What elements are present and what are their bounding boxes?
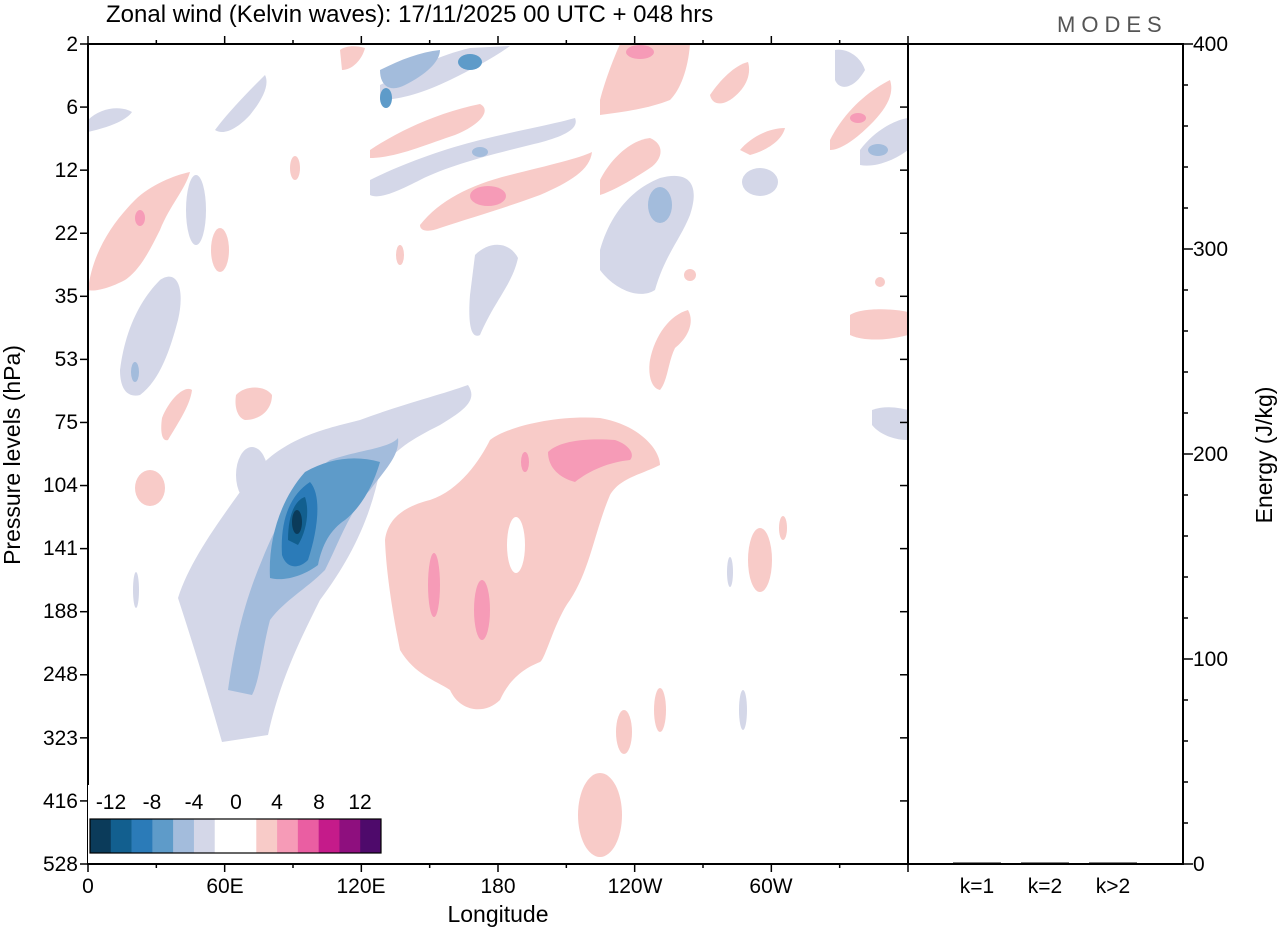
energy-bar-label: k>2 bbox=[1096, 875, 1130, 898]
y-tick-label: 12 bbox=[55, 159, 78, 182]
colorbar-label: 0 bbox=[230, 791, 242, 814]
colorbar-label: -12 bbox=[96, 791, 126, 814]
energy-tick-label: 0 bbox=[1193, 853, 1205, 876]
colorbar-cell bbox=[277, 819, 299, 853]
energy-tick-label: 200 bbox=[1193, 443, 1228, 466]
energy-bar bbox=[953, 862, 1001, 864]
positive-contours-light bbox=[88, 44, 908, 857]
x-tick-label: 180 bbox=[480, 875, 515, 898]
energy-tick-marks bbox=[1183, 43, 1193, 865]
colorbar-cells bbox=[90, 819, 382, 853]
colorbar-frame bbox=[89, 818, 382, 854]
energy-bar bbox=[1021, 862, 1069, 864]
y-tick-label: 416 bbox=[43, 790, 78, 813]
x-tick-label: 60W bbox=[749, 875, 792, 898]
y-tick-marks bbox=[80, 43, 908, 865]
colorbar-label: -4 bbox=[185, 791, 204, 814]
chart-title: Zonal wind (Kelvin waves): 17/11/2025 00… bbox=[106, 1, 713, 28]
colorbar-label: -8 bbox=[143, 791, 162, 814]
y-axis-label: Pressure levels (hPa) bbox=[0, 345, 25, 565]
colorbar-cell bbox=[297, 819, 319, 853]
x-tick-label: 60E bbox=[206, 875, 243, 898]
colorbar-cell bbox=[110, 819, 132, 853]
y-tick-label: 248 bbox=[43, 663, 78, 686]
y-tick-label: 141 bbox=[43, 537, 78, 560]
y-tick-label: 22 bbox=[55, 222, 78, 245]
y-tick-label: 53 bbox=[55, 348, 78, 371]
y-tick-label: 2 bbox=[66, 33, 78, 56]
positive-contours-medium bbox=[135, 45, 866, 640]
colorbar-cell bbox=[152, 819, 174, 853]
energy-tick-label: 300 bbox=[1193, 238, 1228, 261]
y-axis: 2 6 12 22 35 53 75 104 141 188 248 323 4… bbox=[43, 33, 908, 876]
energy-axis: 0 100 200 300 400 bbox=[1183, 33, 1228, 876]
energy-axis-label: Energy (J/kg) bbox=[1251, 387, 1277, 524]
y-tick-label: 6 bbox=[66, 96, 78, 119]
x-tick-label: 120W bbox=[608, 875, 663, 898]
colorbar-cell bbox=[90, 819, 112, 853]
contour-field bbox=[88, 44, 908, 857]
energy-bar bbox=[1089, 862, 1137, 864]
colorbar-cell bbox=[360, 819, 382, 853]
x-tick-label: 0 bbox=[82, 875, 94, 898]
colorbar-label: 12 bbox=[348, 791, 371, 814]
colorbar-cell bbox=[173, 819, 195, 853]
colorbar-cell bbox=[214, 819, 236, 853]
y-tick-label: 188 bbox=[43, 600, 78, 623]
y-tick-label: 323 bbox=[43, 727, 78, 750]
negative-core bbox=[292, 510, 302, 534]
colorbar-cell bbox=[318, 819, 340, 853]
y-tick-label: 35 bbox=[55, 285, 78, 308]
energy-bar-label: k=1 bbox=[960, 875, 994, 898]
colorbar-label: 8 bbox=[313, 791, 325, 814]
x-axis: 0 60E 120E 180 120W 60W bbox=[82, 36, 909, 898]
y-tick-label: 104 bbox=[43, 474, 78, 497]
x-tick-marks bbox=[87, 36, 909, 872]
colorbar-cell bbox=[193, 819, 216, 853]
colorbar-cell bbox=[235, 819, 257, 853]
energy-tick-label: 400 bbox=[1193, 33, 1228, 56]
x-axis-label: Longitude bbox=[447, 901, 548, 927]
energy-panel-frame bbox=[907, 43, 1184, 865]
energy-bars bbox=[953, 862, 1137, 864]
y-tick-label: 75 bbox=[55, 411, 78, 434]
x-tick-label: 120E bbox=[336, 875, 385, 898]
colorbar-cell bbox=[339, 819, 361, 853]
colorbar-legend: -12 -8 -4 0 4 8 12 bbox=[88, 785, 388, 863]
colorbar-cell bbox=[256, 819, 278, 853]
brand-logo: MODES bbox=[1057, 12, 1168, 37]
energy-bar-label: k=2 bbox=[1028, 875, 1062, 898]
y-tick-label: 528 bbox=[43, 853, 78, 876]
contour-hole bbox=[507, 517, 525, 573]
energy-tick-label: 100 bbox=[1193, 648, 1228, 671]
colorbar-cell bbox=[131, 819, 153, 853]
colorbar-label: 4 bbox=[271, 791, 283, 814]
